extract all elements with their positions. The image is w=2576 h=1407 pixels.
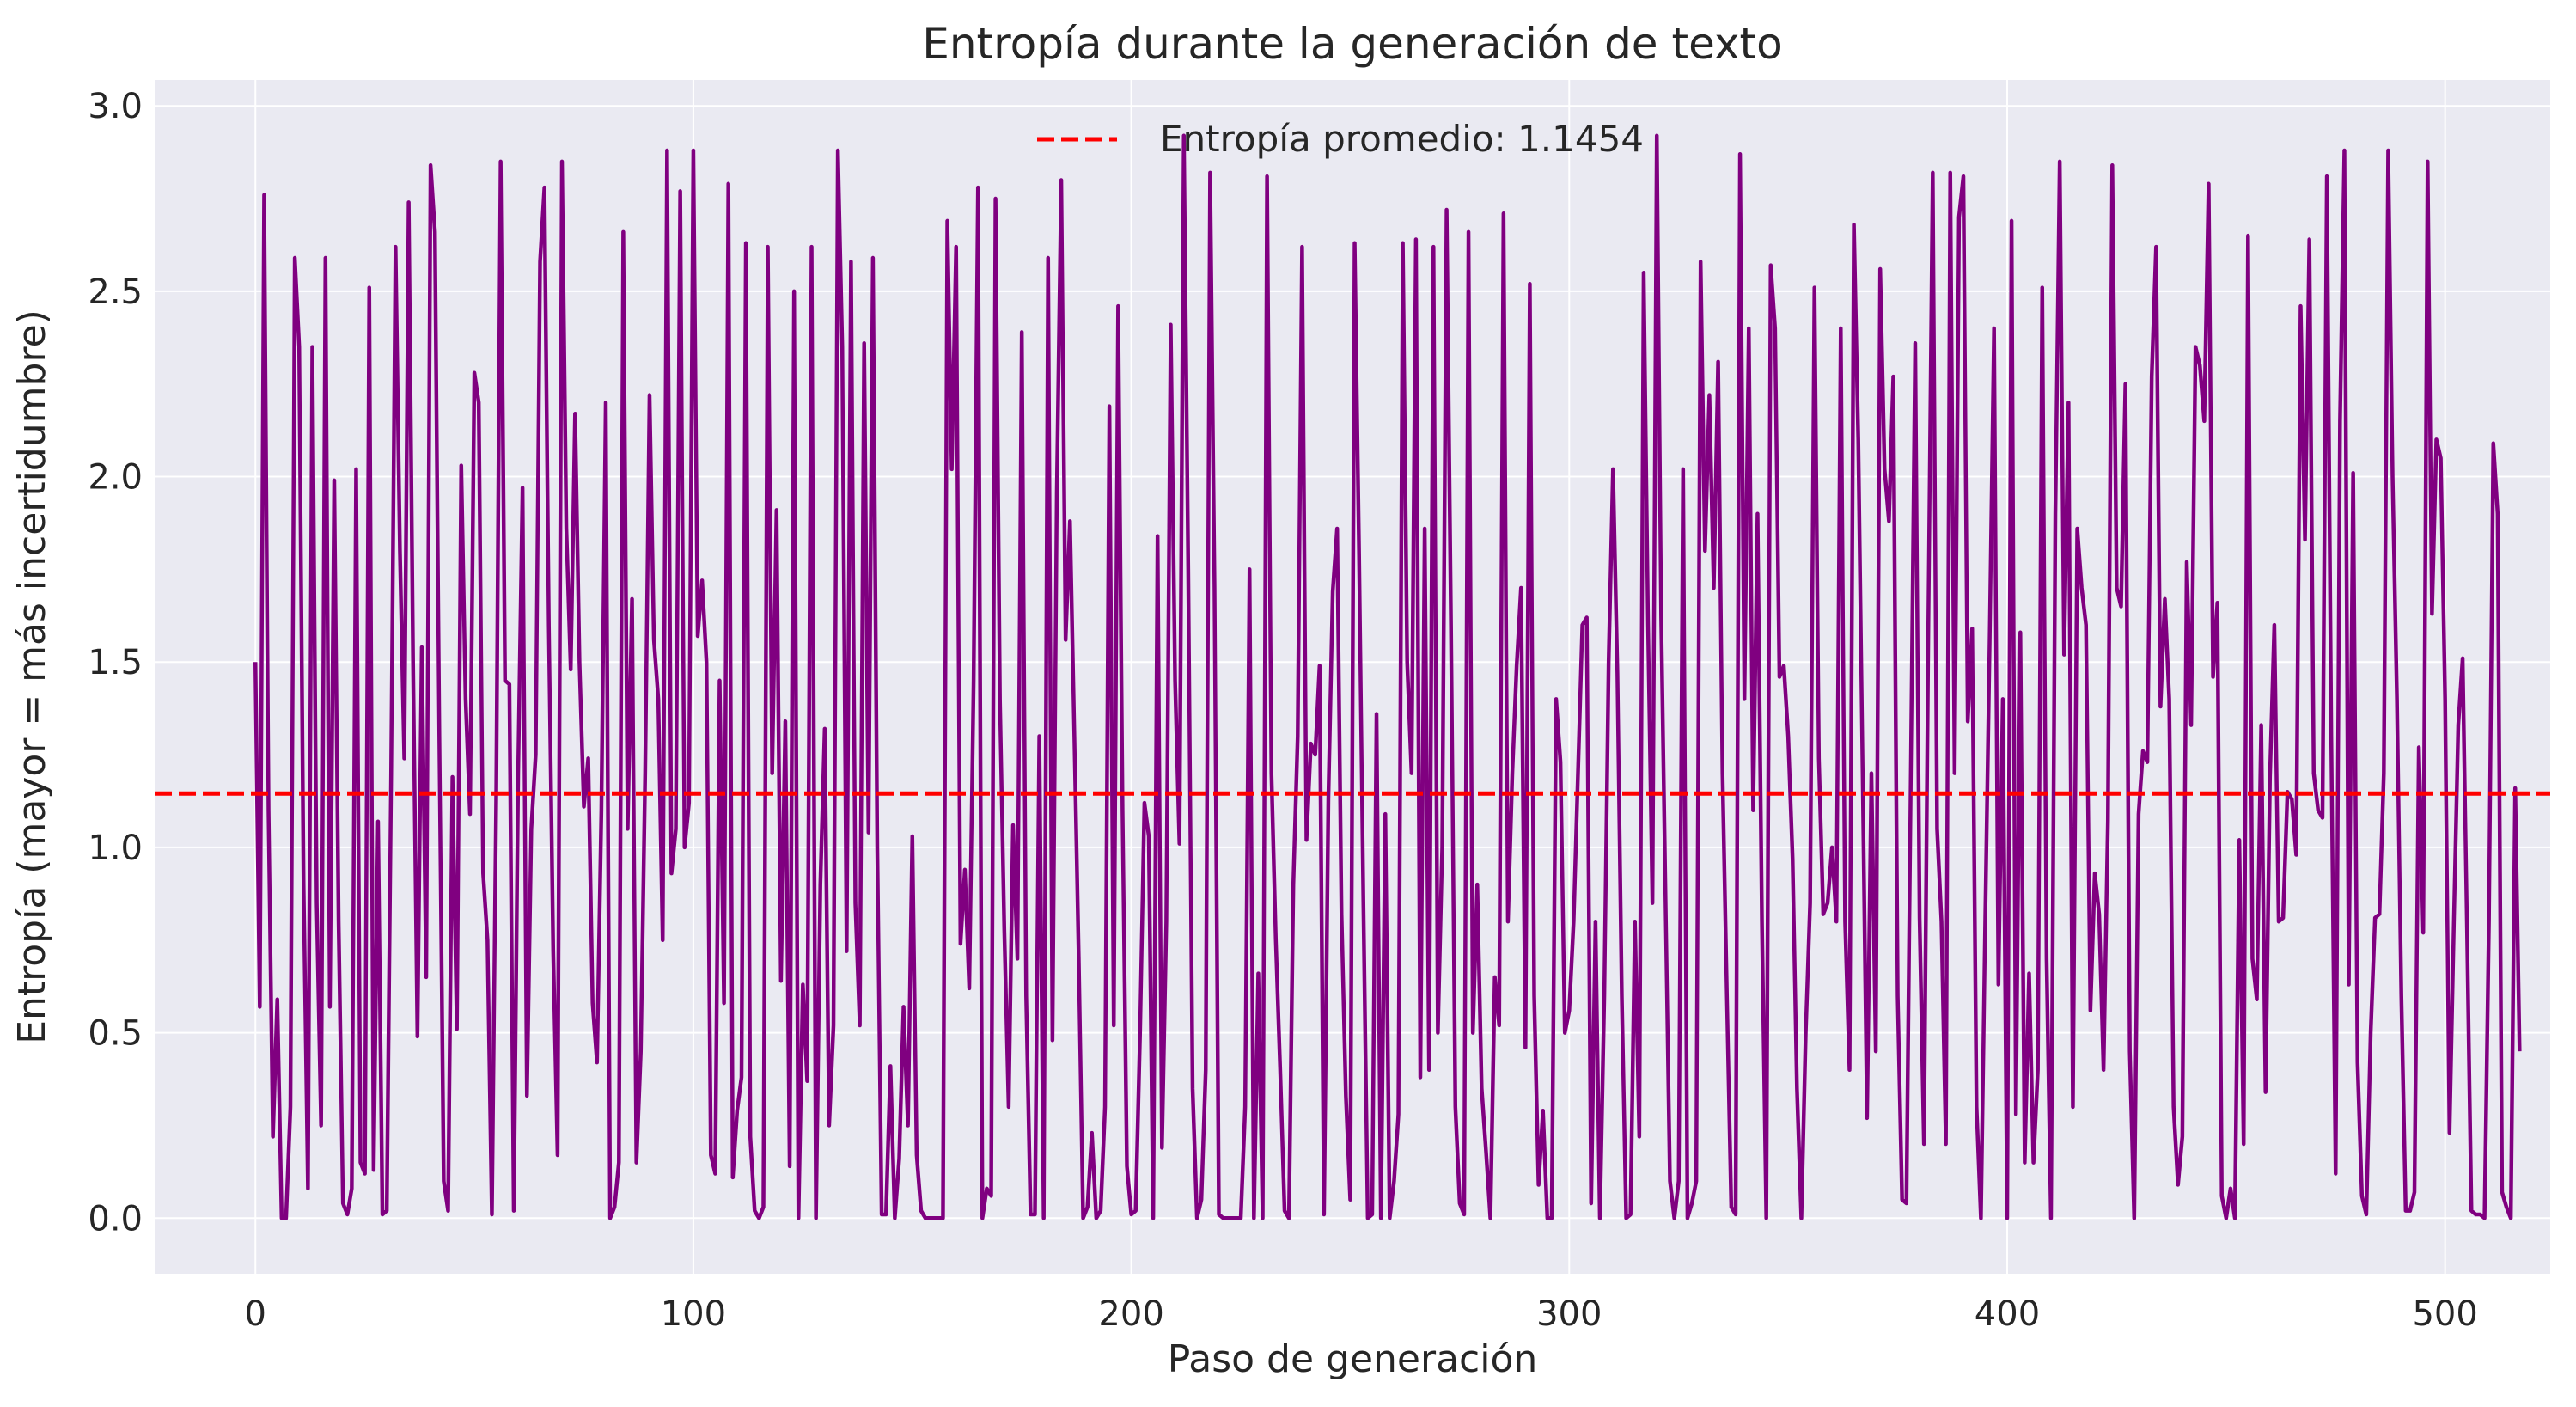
x-tick-label: 400: [1975, 1294, 2040, 1334]
legend: Entropía promedio: 1.1454: [1037, 118, 1644, 160]
x-axis-ticks: 0 100 200 300 400 500: [245, 1294, 2478, 1334]
y-tick-label: 0.0: [88, 1199, 143, 1239]
x-tick-label: 100: [661, 1294, 726, 1334]
y-axis-label: Entropía (mayor = más incertidumbre): [10, 309, 54, 1044]
series-group: [253, 133, 2522, 1220]
y-axis-ticks: 0.0 0.5 1.0 1.5 2.0 2.5 3.0: [88, 87, 143, 1239]
x-tick-label: 0: [245, 1294, 266, 1334]
legend-label-mean: Entropía promedio: 1.1454: [1160, 118, 1644, 160]
y-tick-label: 2.0: [88, 458, 143, 498]
x-axis-label: Paso de generación: [1168, 1337, 1538, 1381]
x-tick-label: 300: [1536, 1294, 1602, 1334]
y-tick-label: 3.0: [88, 87, 143, 126]
y-tick-label: 1.0: [88, 829, 143, 868]
y-tick-label: 1.5: [88, 643, 143, 682]
entropy-series-line: [253, 133, 2522, 1220]
x-tick-label: 500: [2412, 1294, 2477, 1334]
chart-title: Entropía durante la generación de texto: [922, 19, 1782, 69]
y-tick-label: 2.5: [88, 272, 143, 312]
x-tick-label: 200: [1098, 1294, 1163, 1334]
y-tick-label: 0.5: [88, 1014, 143, 1054]
